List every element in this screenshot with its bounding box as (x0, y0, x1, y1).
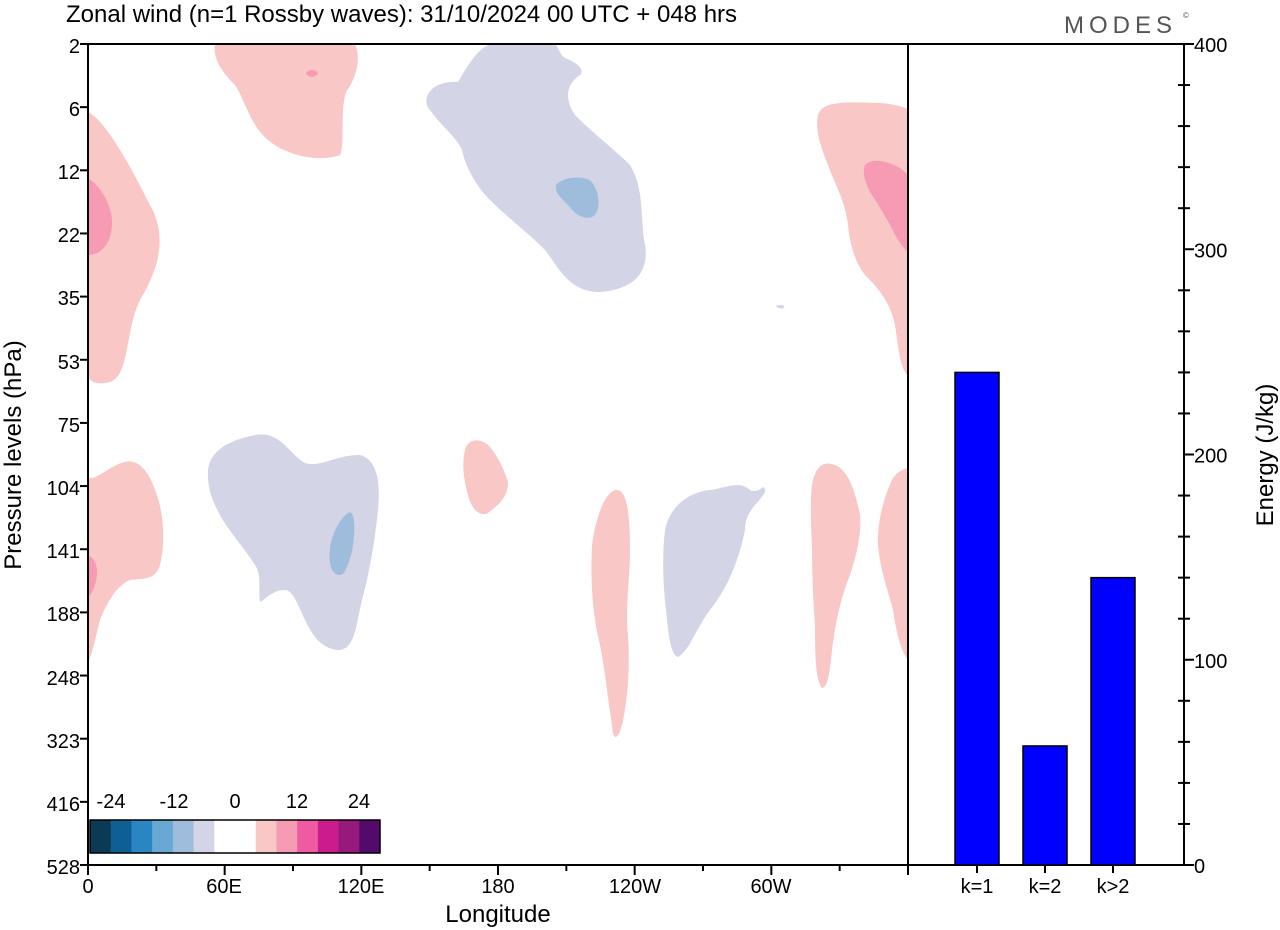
energy-bar (1090, 576, 1136, 866)
colorbar-swatch (235, 820, 257, 853)
negative-wind-region-90e-lower (207, 434, 379, 650)
y-axis-tick-labels: 2 6 12 22 35 53 75 104 141 188 248 323 4… (47, 36, 80, 879)
energy-bar (954, 371, 1000, 866)
energy-tick-label: 300 (1194, 240, 1227, 262)
positive-wind-region-40e-top (214, 44, 358, 159)
positive-wind-region-west-lower-core (88, 556, 98, 596)
colorbar-swatch (90, 820, 112, 853)
modes-logo: MODES (1064, 12, 1177, 39)
y-tick-label: 12 (58, 162, 80, 184)
positive-wind-region-20w-upper (817, 102, 908, 376)
y-tick-label: 75 (58, 415, 80, 437)
y-tick-label: 416 (47, 794, 80, 816)
y-axis-title: Pressure levels (hPa) (0, 340, 27, 569)
negative-wind-region-90e-core (329, 512, 355, 575)
bar-panel-frame (907, 43, 1185, 866)
chart-title: Zonal wind (n=1 Rossby waves): 31/10/202… (66, 1, 737, 28)
positive-wind-region-west-upper-core (88, 178, 112, 255)
logo-registered-mark: © (1183, 11, 1189, 20)
colorbar-label: -24 (97, 791, 126, 813)
positive-wind-region-115w-lower (591, 490, 630, 738)
negative-wind-region-70w-lower (663, 485, 765, 657)
negative-wind-region-150w-upper (426, 44, 646, 292)
y-tick-label: 141 (47, 541, 80, 563)
colorbar-swatch (214, 820, 236, 853)
colorbar-swatch (359, 820, 381, 853)
positive-wind-region-40e-core (306, 70, 318, 77)
x-tick-label: 180 (481, 876, 514, 898)
colorbar-swatch (276, 820, 298, 853)
colorbar-swatch (317, 820, 340, 853)
y-tick-label: 6 (69, 99, 80, 121)
x-tick-label: 120E (338, 876, 385, 898)
colorbar-label: 24 (348, 791, 370, 813)
positive-wind-region-5w-lower (877, 468, 908, 660)
colorbar-swatch (338, 820, 360, 853)
y-tick-label: 104 (47, 478, 80, 500)
y-tick-label: 22 (58, 225, 80, 247)
colorbar: -24 -12 0 12 24 (89, 791, 381, 854)
y-tick-label: 35 (58, 288, 80, 310)
y-tick-label: 53 (58, 352, 80, 374)
energy-category-label: k=1 (961, 876, 994, 898)
energy-axis-title: Energy (J/kg) (1252, 384, 1279, 527)
positive-wind-region-west-upper (88, 112, 160, 384)
colorbar-label: 0 (229, 791, 240, 813)
colorbar-swatch (172, 820, 195, 853)
y-tick-label: 528 (47, 857, 80, 879)
y-tick-label: 248 (47, 668, 80, 690)
negative-wind-region-speck (776, 304, 785, 309)
y-axis-tick-marks (80, 43, 88, 866)
colorbar-swatch (152, 820, 174, 853)
colorbar-frame (89, 819, 381, 854)
negative-wind-region-150w-core (555, 177, 599, 218)
heatmap-plot (88, 44, 908, 738)
x-axis-title: Longitude (445, 901, 550, 928)
x-tick-label: 60W (750, 876, 791, 898)
energy-tick-label: 100 (1194, 651, 1227, 673)
colorbar-swatch (110, 820, 132, 853)
energy-category-label: k>2 (1097, 876, 1130, 898)
energy-bars (954, 371, 1136, 873)
positive-wind-region-west-lower (88, 461, 164, 662)
energy-category-labels: k=1 k=2 k>2 (961, 876, 1130, 898)
energy-tick-label: 0 (1194, 856, 1205, 878)
y-tick-label: 188 (47, 604, 80, 626)
energy-axis-tick-labels: 0 100 200 300 400 (1194, 35, 1227, 878)
x-tick-label: 60E (206, 876, 242, 898)
energy-category-label: k=2 (1029, 876, 1062, 898)
x-tick-label: 120W (609, 876, 661, 898)
colorbar-label: -12 (160, 791, 189, 813)
colorbar-swatches (90, 820, 381, 853)
energy-tick-label: 200 (1194, 446, 1227, 468)
x-axis-tick-marks (87, 865, 909, 875)
y-tick-label: 2 (69, 36, 80, 58)
energy-axis-ticks (1178, 43, 1194, 866)
positive-wind-region-20w-core (863, 160, 908, 252)
energy-bar (1022, 745, 1068, 866)
energy-tick-label: 400 (1194, 35, 1227, 57)
x-tick-label: 0 (82, 876, 93, 898)
colorbar-label: 12 (286, 791, 308, 813)
positive-wind-region-145e-lower (463, 440, 508, 515)
colorbar-swatch (297, 820, 319, 853)
x-axis-tick-labels: 0 60E 120E 180 120W 60W (82, 876, 791, 898)
y-tick-label: 323 (47, 731, 80, 753)
colorbar-swatch (193, 820, 215, 853)
colorbar-swatch (131, 820, 153, 853)
colorbar-swatch (255, 820, 277, 853)
positive-wind-region-50w-lower (810, 463, 861, 688)
